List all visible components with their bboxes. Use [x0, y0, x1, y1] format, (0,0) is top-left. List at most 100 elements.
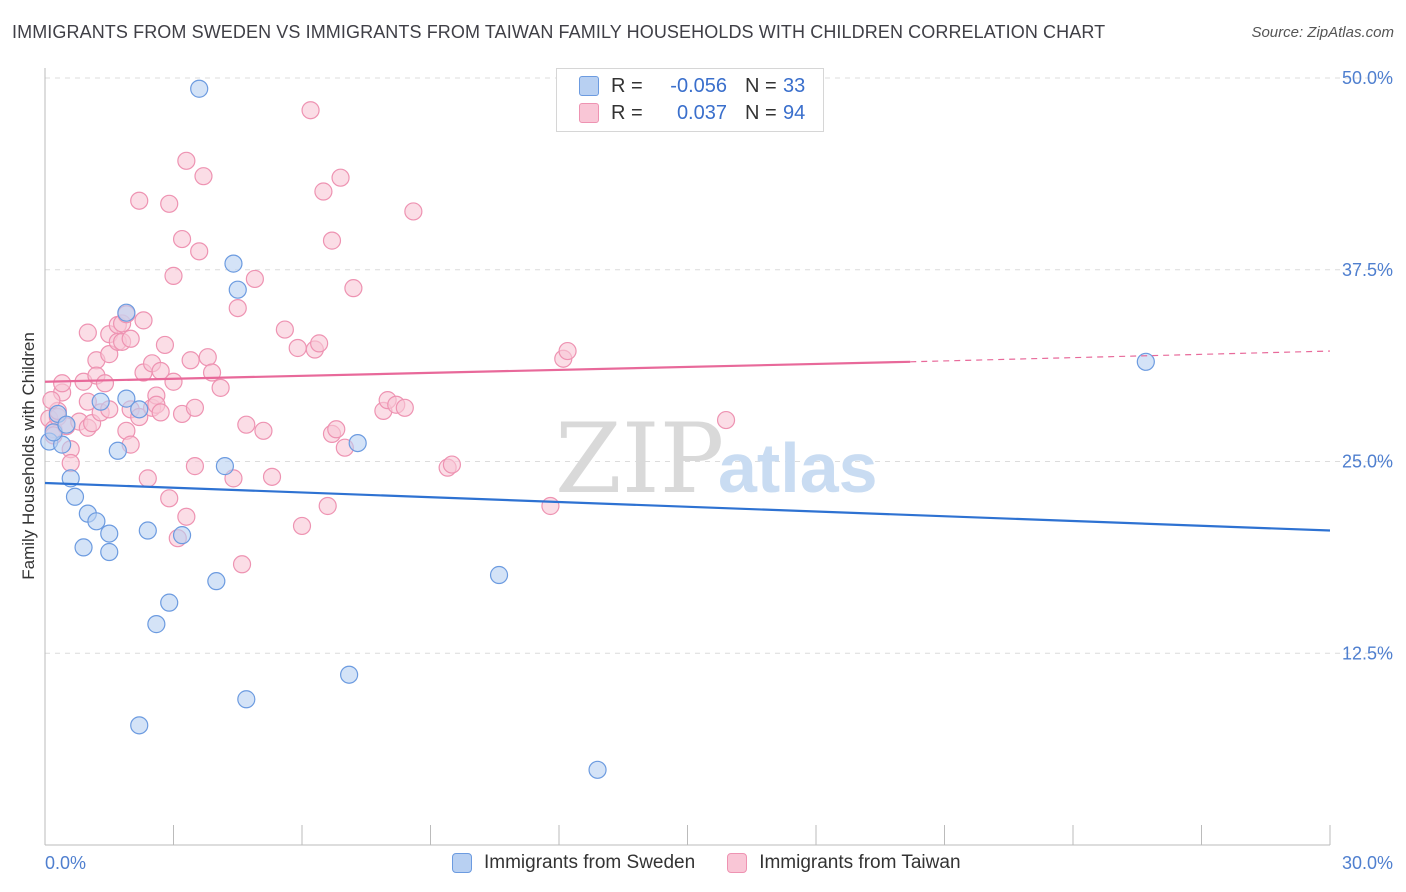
- taiwan-point: [155, 335, 175, 355]
- taiwan-point: [331, 168, 350, 187]
- sweden-point: [160, 593, 179, 612]
- taiwan-point: [160, 489, 179, 508]
- watermark-zip: ZIP: [555, 403, 724, 515]
- taiwan-point: [301, 101, 320, 120]
- sweden-point: [588, 760, 607, 779]
- taiwan-trend-extension: [910, 350, 1331, 363]
- sweden-point: [61, 469, 80, 488]
- sweden-point: [138, 521, 157, 540]
- chart-title: IMMIGRANTS FROM SWEDEN VS IMMIGRANTS FRO…: [12, 22, 1106, 42]
- sweden-point: [100, 524, 119, 543]
- correlation-legend: R = -0.056 N = 33 R = 0.037 N = 94: [556, 68, 824, 132]
- legend-row-sweden: R = -0.056 N = 33: [579, 73, 805, 99]
- sweden-point: [57, 415, 76, 434]
- sweden-point: [87, 512, 106, 531]
- taiwan-point: [224, 469, 243, 488]
- taiwan-point: [262, 467, 282, 486]
- taiwan-point: [288, 338, 307, 358]
- taiwan-point: [164, 372, 183, 391]
- sweden-points: [40, 79, 1155, 779]
- taiwan-point: [558, 341, 577, 361]
- tick-labels: 12.5% 25.0% 37.5% 50.0% 0.0% 30.0%: [45, 68, 1393, 873]
- r-value-sweden: -0.056: [670, 74, 727, 97]
- sweden-point: [130, 400, 149, 419]
- taiwan-point: [211, 378, 230, 397]
- taiwan-point: [237, 415, 256, 434]
- series-legend: Immigrants from Sweden Immigrants from T…: [452, 852, 993, 874]
- y-axis-label: Family Households with Children: [19, 332, 38, 580]
- legend-label-taiwan: Immigrants from Taiwan: [759, 852, 961, 873]
- sweden-trend-line: [44, 481, 1331, 532]
- taiwan-point: [232, 555, 252, 574]
- watermark: ZIP atlas: [555, 403, 878, 515]
- trend-lines: [44, 350, 1331, 532]
- taiwan-point: [292, 516, 312, 536]
- taiwan-point: [160, 194, 179, 213]
- sweden-point: [74, 538, 93, 557]
- sweden-legend-swatch: [452, 853, 472, 873]
- x-tick-label: 30.0%: [1342, 853, 1393, 873]
- sweden-point: [489, 565, 509, 585]
- taiwan-trend-line: [44, 360, 911, 383]
- sweden-point: [348, 433, 367, 453]
- taiwan-point: [185, 457, 205, 476]
- taiwan-point: [254, 421, 273, 440]
- r-label: R =: [611, 74, 643, 97]
- sweden-point: [190, 79, 209, 98]
- taiwan-point: [95, 374, 115, 393]
- n-label: N =: [745, 74, 777, 97]
- taiwan-point: [151, 403, 170, 422]
- sweden-swatch: [579, 76, 599, 96]
- taiwan-point: [61, 453, 80, 473]
- taiwan-point: [344, 279, 363, 298]
- n-label: N =: [745, 101, 777, 124]
- sweden-point: [147, 615, 166, 634]
- taiwan-point: [185, 398, 205, 417]
- taiwan-point: [275, 320, 294, 339]
- taiwan-point: [442, 455, 462, 474]
- taiwan-point: [130, 191, 149, 210]
- taiwan-point: [164, 266, 183, 285]
- r-label: R =: [611, 101, 643, 124]
- legend-row-taiwan: R = 0.037 N = 94: [579, 100, 805, 126]
- sweden-point: [117, 389, 136, 408]
- watermark-atlas: atlas: [718, 429, 878, 507]
- taiwan-point: [310, 334, 329, 353]
- taiwan-point: [395, 398, 414, 417]
- taiwan-point: [327, 420, 346, 439]
- sweden-point: [117, 303, 136, 322]
- y-tick-label: 37.5%: [1342, 260, 1393, 280]
- legend-item-taiwan[interactable]: Immigrants from Taiwan: [727, 852, 961, 874]
- taiwan-point: [541, 496, 560, 516]
- taiwan-point: [322, 231, 342, 250]
- taiwan-point: [100, 345, 119, 364]
- taiwan-point: [177, 151, 196, 170]
- y-tick-label: 50.0%: [1342, 68, 1393, 88]
- taiwan-point: [314, 182, 333, 201]
- sweden-point: [130, 716, 149, 735]
- legend-item-sweden[interactable]: Immigrants from Sweden: [452, 852, 695, 874]
- sweden-point: [100, 542, 119, 562]
- x-tick-label: 0.0%: [45, 853, 86, 873]
- y-tick-label: 25.0%: [1342, 452, 1393, 472]
- taiwan-point: [172, 229, 192, 249]
- legend-label-sweden: Immigrants from Sweden: [484, 852, 696, 873]
- source-label: Source: ZipAtlas.com: [1251, 24, 1394, 41]
- n-value-taiwan: 94: [783, 101, 806, 124]
- r-value-taiwan: 0.037: [676, 101, 727, 124]
- taiwan-point: [138, 469, 157, 488]
- taiwan-point: [134, 311, 153, 330]
- sweden-point: [91, 392, 110, 411]
- taiwan-point: [190, 242, 209, 261]
- sweden-point: [207, 572, 226, 591]
- taiwan-point: [245, 269, 264, 289]
- sweden-point: [108, 441, 127, 460]
- taiwan-point: [194, 167, 213, 186]
- taiwan-point: [53, 374, 72, 393]
- taiwan-point: [181, 351, 200, 370]
- n-value-sweden: 33: [783, 74, 806, 97]
- taiwan-point: [716, 410, 736, 430]
- taiwan-point: [78, 323, 97, 342]
- sweden-point: [340, 665, 359, 684]
